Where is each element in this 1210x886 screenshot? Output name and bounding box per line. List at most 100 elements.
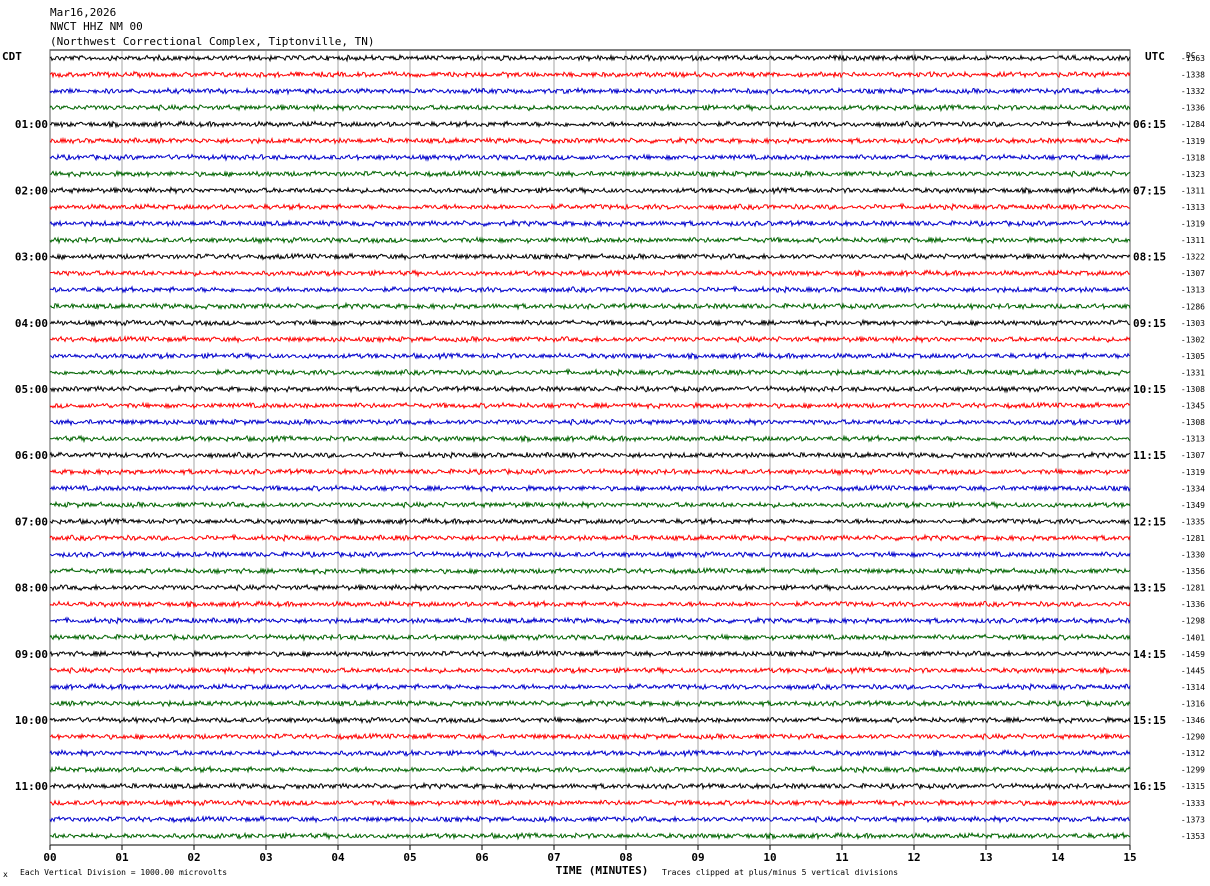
trace-line-48 <box>49 831 1131 841</box>
trace-line-46 <box>49 798 1131 808</box>
dc-offset-label: -1286 <box>1181 302 1205 311</box>
trace-line-22 <box>49 401 1131 410</box>
trace-line-34 <box>49 599 1131 609</box>
trace-line-20 <box>49 368 1131 377</box>
time-gridlines <box>49 50 1131 845</box>
clip-note: Traces clipped at plus/minus 5 vertical … <box>662 868 898 877</box>
x-tick-label: 02 <box>187 851 200 864</box>
dc-offset-label: -1313 <box>1181 286 1205 295</box>
trace-line-30 <box>49 533 1131 543</box>
x-tick-label: 12 <box>907 851 920 864</box>
cdt-hour-label: 11:00 <box>15 780 48 793</box>
trace-line-39 <box>49 682 1131 692</box>
dc-offset-label: -1303 <box>1181 319 1205 328</box>
x-tick-label: 10 <box>763 851 776 864</box>
dc-offset-label: -1299 <box>1181 766 1205 775</box>
dc-offset-labels: -1363 -1338 -1332 -1336 -1284 -1319 -1318 -1323… <box>1181 54 1205 841</box>
trace-line-44 <box>49 765 1131 774</box>
utc-hour-label: 10:15 <box>1133 383 1166 396</box>
trace-line-1 <box>49 53 1131 63</box>
dc-offset-label: -1298 <box>1181 617 1205 626</box>
dc-offset-label: -1284 <box>1181 120 1205 129</box>
dc-offset-label: -1331 <box>1181 368 1205 377</box>
trace-line-16 <box>49 301 1131 311</box>
trace-line-36 <box>49 633 1131 642</box>
trace-line-29 <box>49 516 1131 527</box>
trace-line-43 <box>49 748 1131 758</box>
trace-line-4 <box>49 103 1131 113</box>
trace-line-21 <box>49 384 1131 394</box>
trace-line-45 <box>49 781 1131 791</box>
trace-line-12 <box>49 235 1131 245</box>
trace-line-27 <box>49 483 1131 493</box>
trace-line-17 <box>49 318 1131 328</box>
trace-line-11 <box>49 218 1131 228</box>
x-tick-label: 07 <box>547 851 560 864</box>
dc-offset-label: -1281 <box>1181 534 1205 543</box>
dc-offset-label: -1319 <box>1181 468 1205 477</box>
dc-offset-label: -1281 <box>1181 584 1205 593</box>
trace-line-37 <box>49 649 1131 659</box>
dc-offset-label: -1363 <box>1181 54 1205 63</box>
dc-offset-label: -1345 <box>1181 402 1205 411</box>
date-label: Mar16,2026 <box>50 6 116 19</box>
trace-line-13 <box>49 252 1131 262</box>
utc-hour-label: 16:15 <box>1133 780 1166 793</box>
dc-offset-label: -1338 <box>1181 71 1205 80</box>
trace-line-24 <box>49 434 1131 444</box>
x-tick-label: 11 <box>835 851 849 864</box>
trace-line-23 <box>49 417 1131 427</box>
dc-offset-label: -1322 <box>1181 253 1205 262</box>
cdt-hour-label: 09:00 <box>15 648 48 661</box>
dc-offset-label: -1445 <box>1181 666 1205 675</box>
cdt-hour-label: 06:00 <box>15 449 48 462</box>
cdt-hour-label: 07:00 <box>15 515 48 528</box>
trace-line-26 <box>49 467 1130 477</box>
utc-hour-label: 13:15 <box>1133 582 1166 595</box>
utc-hour-label: 09:15 <box>1133 317 1166 330</box>
right-axis-title: UTC <box>1145 50 1165 63</box>
dc-offset-label: -1401 <box>1181 633 1205 642</box>
trace-line-18 <box>50 334 1131 344</box>
trace-line-31 <box>49 550 1131 560</box>
dc-offset-label: -1334 <box>1181 484 1205 493</box>
dc-offset-label: -1308 <box>1181 385 1205 394</box>
trace-line-8 <box>49 169 1131 179</box>
x-tick-label: 15 <box>1123 851 1136 864</box>
dc-offset-label: -1318 <box>1181 153 1205 162</box>
dc-offset-label: -1459 <box>1181 650 1205 659</box>
dc-offset-label: -1315 <box>1181 782 1205 791</box>
x-tick-label: 01 <box>115 851 129 864</box>
trace-line-32 <box>49 566 1131 576</box>
dc-offset-label: -1290 <box>1181 733 1205 742</box>
x-tick-label: 08 <box>619 851 632 864</box>
trace-group <box>49 53 1131 841</box>
utc-hour-label: 12:15 <box>1133 515 1166 528</box>
utc-hour-label: 14:15 <box>1133 648 1166 661</box>
trace-line-6 <box>49 136 1131 146</box>
trace-line-15 <box>49 285 1131 294</box>
x-tick-label: 09 <box>691 851 704 864</box>
trace-line-5 <box>49 119 1131 129</box>
trace-line-42 <box>49 732 1130 741</box>
trace-line-38 <box>49 666 1131 675</box>
x-tick-label: 04 <box>331 851 345 864</box>
trace-line-2 <box>49 70 1131 80</box>
x-tick-label: 00 <box>43 851 56 864</box>
x-tick-label: 06 <box>475 851 489 864</box>
dc-offset-label: -1314 <box>1181 683 1205 692</box>
dc-offset-label: -1311 <box>1181 186 1205 195</box>
cdt-hour-label: 08:00 <box>15 582 48 595</box>
cdt-hour-label: 04:00 <box>15 317 48 330</box>
dc-offset-label: -1319 <box>1181 220 1205 229</box>
x-tick-label: 03 <box>259 851 272 864</box>
dc-offset-label: -1330 <box>1181 551 1205 560</box>
scale-note: Each Vertical Division = 1000.00 microvo… <box>20 868 227 877</box>
trace-line-9 <box>49 186 1131 196</box>
utc-labels: 06:15 07:15 08:15 09:15 10:15 11:15 12:15 13:15… <box>1133 118 1166 793</box>
dc-offset-label: -1313 <box>1181 435 1205 444</box>
dc-offset-label: -1323 <box>1181 170 1205 179</box>
utc-hour-label: 07:15 <box>1133 184 1166 197</box>
x-tick-label: 13 <box>979 851 992 864</box>
